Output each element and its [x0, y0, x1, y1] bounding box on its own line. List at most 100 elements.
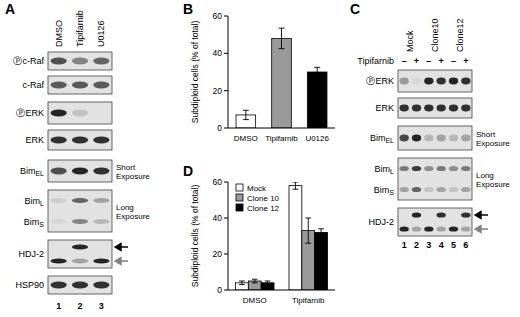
blot-row: [398, 70, 472, 92]
band: [399, 166, 408, 171]
band: [51, 58, 67, 65]
blot-frame: [48, 160, 112, 182]
blot-frame: [48, 240, 112, 268]
exposure-word: Exposure: [116, 172, 150, 181]
band: [449, 105, 458, 112]
bar: [272, 38, 292, 128]
blot-row: [398, 208, 472, 236]
row-label: BimEL: [370, 133, 394, 144]
row-label: c-Raf: [22, 80, 44, 90]
error-bar: [265, 281, 271, 285]
band: [51, 82, 67, 89]
group-header: Clone10: [430, 18, 440, 52]
row-label: ERK: [375, 103, 394, 113]
band: [72, 82, 88, 89]
band: [436, 187, 445, 192]
axis-title: Subdiploid cells (% of total): [190, 21, 200, 124]
band: [399, 78, 408, 85]
band: [72, 219, 88, 224]
band: [399, 212, 408, 217]
x-axis: [228, 128, 335, 129]
band: [412, 212, 421, 217]
exposure-word: Short: [476, 130, 496, 139]
exposure-word: Exposure: [476, 180, 510, 189]
band: [449, 226, 458, 231]
blot-row: [48, 76, 112, 94]
band: [449, 212, 458, 217]
blot-row: [48, 190, 112, 232]
band-arrow: [115, 258, 128, 265]
band: [461, 226, 470, 231]
exposure-word: Exposure: [116, 212, 150, 221]
row-label: BimEL: [20, 166, 44, 177]
band-arrow: [475, 212, 488, 219]
band: [399, 187, 408, 192]
band: [93, 58, 109, 65]
plot-area: [236, 28, 327, 128]
band: [51, 168, 67, 175]
row-label-main: ERK: [25, 135, 44, 145]
bar: [307, 72, 327, 128]
y-tick: [224, 218, 228, 219]
treatment-sign: +: [414, 56, 419, 66]
y-tick-label: 40: [213, 213, 223, 223]
row-label-sub: L: [390, 168, 394, 175]
exposure-word: Exposure: [476, 139, 510, 148]
error-bar: [318, 229, 324, 236]
blot-row: [398, 98, 472, 118]
blot-frame: [398, 158, 472, 200]
band: [424, 187, 433, 192]
band: [72, 137, 88, 144]
row-label-sub: S: [39, 221, 44, 228]
band: [461, 135, 470, 142]
row-label-main: ⓅERK: [16, 108, 44, 118]
legend-swatch: [236, 194, 243, 201]
band: [412, 78, 421, 85]
band: [449, 166, 458, 171]
lane-header: DMSO: [54, 20, 64, 47]
treatment-sign: +: [439, 56, 444, 66]
blot-row: [398, 158, 472, 200]
band: [93, 198, 109, 203]
error-bar: [252, 279, 258, 283]
y-tick: [224, 290, 228, 291]
band: [461, 187, 470, 192]
y-tick-label: 40: [213, 48, 223, 58]
blot-row: [48, 52, 112, 70]
legend-label: Clone 10: [247, 194, 280, 203]
panel-label: C: [350, 1, 360, 17]
band: [72, 168, 88, 175]
blot-frame: [48, 52, 112, 70]
y-tick-label: 20: [213, 86, 223, 96]
legend-label: Clone 12: [247, 204, 280, 213]
y-tick: [224, 53, 228, 54]
band: [436, 105, 445, 112]
band: [436, 226, 445, 231]
exposure-word: Long: [476, 171, 494, 180]
plot-area: [235, 182, 327, 290]
band: [461, 166, 470, 171]
row-label: ⓅERK: [16, 108, 44, 118]
panel-label: D: [183, 163, 193, 179]
band: [461, 78, 470, 85]
exposure-label: ShortExposure: [476, 130, 510, 148]
row-label-main: Bim: [370, 133, 386, 143]
exposure-label: LongExposure: [116, 203, 150, 221]
lane-number: 2: [414, 240, 419, 250]
band: [51, 219, 67, 224]
y-tick: [224, 16, 228, 17]
lane-number: 6: [463, 240, 468, 250]
row-label: BimL: [25, 196, 45, 207]
row-label-main: Bim: [20, 166, 36, 176]
y-tick: [224, 182, 228, 183]
row-label-main: HSP90: [15, 280, 44, 290]
band: [72, 244, 88, 249]
treatment-label: Tipifarnib: [357, 56, 394, 66]
row-label: ERK: [25, 135, 44, 145]
blot-row: [48, 130, 112, 150]
row-label: BimS: [24, 217, 45, 228]
row-label-main: HDJ-2: [368, 217, 394, 227]
lane-number: 4: [439, 240, 444, 250]
legend-swatch: [236, 204, 243, 211]
row-label-sub: EL: [35, 170, 44, 177]
